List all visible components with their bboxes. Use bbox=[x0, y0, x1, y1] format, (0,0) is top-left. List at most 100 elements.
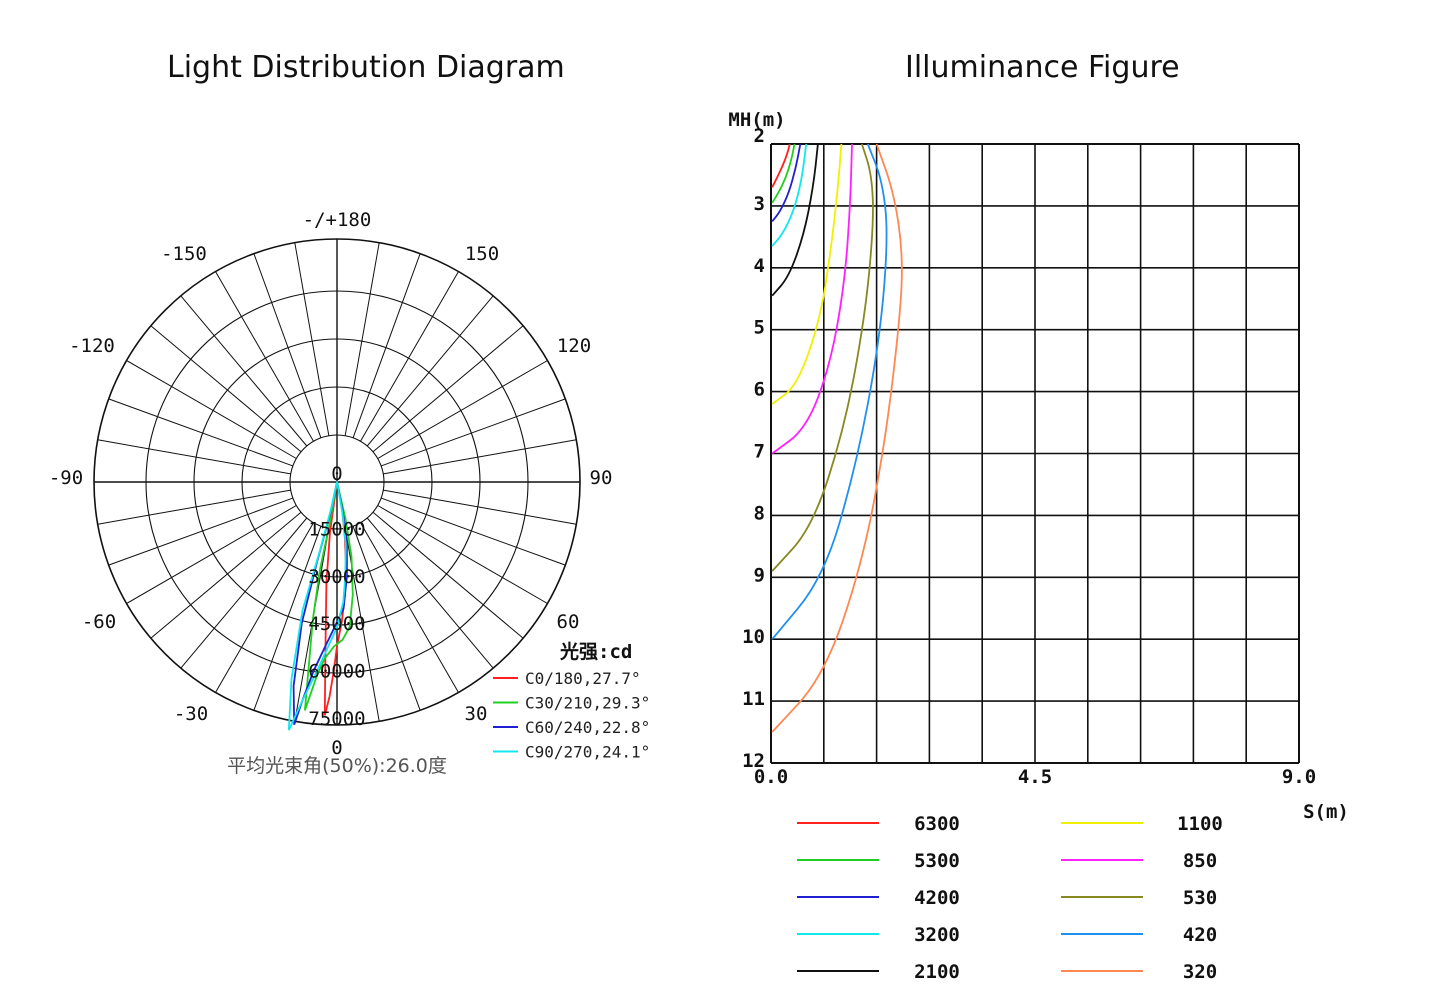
polar-radial-line bbox=[97, 439, 291, 475]
polar-radial-line bbox=[126, 505, 297, 604]
polar-radial-tick-label: 45000 bbox=[308, 613, 365, 635]
illum-series-line bbox=[771, 143, 903, 733]
illum-y-tick-label: 4 bbox=[754, 255, 765, 277]
illum-legend-label: 6300 bbox=[914, 813, 960, 835]
polar-chart-title: Light Distribution Diagram bbox=[167, 50, 565, 85]
polar-angle-label: 0 bbox=[331, 737, 342, 759]
illum-series-line bbox=[771, 143, 853, 455]
illum-x-tick-label: 4.5 bbox=[1018, 766, 1052, 788]
polar-radial-line bbox=[97, 489, 291, 525]
illum-series-line bbox=[771, 143, 791, 188]
illum-legend-label: 1100 bbox=[1177, 813, 1223, 835]
polar-ring bbox=[145, 290, 529, 674]
polar-radial-line bbox=[372, 511, 524, 639]
polar-radial-line bbox=[344, 242, 380, 436]
polar-series-line bbox=[287, 481, 347, 731]
polar-radial-line bbox=[180, 295, 308, 447]
illum-y-tick-label: 2 bbox=[754, 125, 765, 147]
illum-legend-label: 4200 bbox=[914, 887, 960, 909]
polar-radial-line bbox=[383, 439, 577, 475]
polar-angle-label: 60 bbox=[557, 611, 580, 633]
polar-radial-line bbox=[352, 253, 421, 439]
polar-radial-line bbox=[126, 360, 297, 459]
illum-x-tick-label: 9.0 bbox=[1282, 766, 1316, 788]
polar-radial-line bbox=[366, 517, 494, 669]
polar-angle-label: 150 bbox=[465, 243, 499, 265]
polar-radial-line bbox=[360, 522, 459, 693]
polar-radial-tick-label: 15000 bbox=[308, 518, 365, 540]
polar-footer-beam-angle: 平均光束角(50%):26.0度 bbox=[227, 755, 447, 777]
polar-ring bbox=[241, 386, 433, 578]
illum-y-tick-label: 12 bbox=[742, 750, 765, 772]
polar-radial-line bbox=[180, 517, 308, 669]
illum-x-tick-label: 0.0 bbox=[754, 766, 788, 788]
illum-legend-label: 3200 bbox=[914, 924, 960, 946]
polar-ring bbox=[289, 434, 385, 530]
illum-y-axis-label: MH(m) bbox=[728, 109, 785, 131]
illum-legend-label: 2100 bbox=[914, 961, 960, 983]
polar-radial-line bbox=[108, 398, 294, 467]
polar-angle-label: 120 bbox=[557, 335, 591, 357]
polar-radial-line bbox=[253, 253, 322, 439]
polar-angle-label: -30 bbox=[174, 703, 208, 725]
illum-legend-label: 850 bbox=[1183, 850, 1217, 872]
polar-radial-line bbox=[253, 525, 322, 711]
illum-series-line bbox=[771, 143, 843, 405]
illum-y-tick-label: 9 bbox=[754, 564, 765, 586]
polar-radial-line bbox=[380, 398, 566, 467]
illum-legend-label: 5300 bbox=[914, 850, 960, 872]
polar-angle-label: -/+180 bbox=[303, 209, 372, 231]
polar-angle-label: -120 bbox=[69, 335, 115, 357]
polar-ring bbox=[93, 238, 581, 726]
illum-y-tick-label: 6 bbox=[754, 379, 765, 401]
polar-radial-line bbox=[294, 242, 330, 436]
illum-series-line bbox=[771, 143, 802, 222]
illum-series-line bbox=[771, 143, 874, 572]
polar-unit-label: 光强:cd bbox=[559, 640, 632, 663]
illum-series-line bbox=[771, 143, 796, 204]
illum-legend-label: 420 bbox=[1183, 924, 1217, 946]
illum-series-line bbox=[771, 143, 808, 247]
polar-radial-tick-label: 75000 bbox=[308, 708, 365, 730]
illum-y-tick-label: 3 bbox=[754, 193, 765, 215]
illum-y-tick-label: 7 bbox=[754, 441, 765, 463]
illum-legend-label: 530 bbox=[1183, 887, 1217, 909]
polar-radial-line bbox=[377, 360, 548, 459]
polar-radial-line bbox=[383, 489, 577, 525]
polar-angle-label: 90 bbox=[590, 467, 613, 489]
illum-series-line bbox=[771, 143, 819, 297]
illuminance-chart bbox=[770, 143, 1300, 764]
polar-legend-label: C0/180,27.7° bbox=[525, 669, 641, 688]
polar-radial-line bbox=[380, 497, 566, 566]
polar-legend-label: C60/240,22.8° bbox=[525, 718, 650, 737]
illum-y-tick-label: 8 bbox=[754, 502, 765, 524]
polar-series-line bbox=[292, 481, 348, 725]
polar-radial-line bbox=[360, 271, 459, 442]
polar-angle-label: -150 bbox=[161, 243, 207, 265]
illum-y-tick-label: 5 bbox=[754, 317, 765, 339]
polar-angle-label: -60 bbox=[82, 611, 116, 633]
polar-radial-line bbox=[150, 511, 302, 639]
polar-series-line bbox=[304, 481, 354, 711]
illuminance-chart-title: Illuminance Figure bbox=[905, 50, 1180, 85]
polar-radial-line bbox=[215, 522, 314, 693]
illum-x-axis-label: S(m) bbox=[1303, 801, 1349, 823]
polar-radial-line bbox=[377, 505, 548, 604]
polar-angle-label: -90 bbox=[49, 467, 83, 489]
polar-radial-tick-label: 60000 bbox=[308, 661, 365, 683]
polar-radial-line bbox=[150, 325, 302, 453]
polar-radial-tick-label: 0 bbox=[331, 463, 342, 485]
polar-radial-line bbox=[352, 525, 421, 711]
illum-legend-label: 320 bbox=[1183, 961, 1217, 983]
polar-legend-label: C90/270,24.1° bbox=[525, 743, 650, 762]
polar-radial-line bbox=[215, 271, 314, 442]
illum-series-line bbox=[771, 143, 888, 640]
illum-y-tick-label: 10 bbox=[742, 626, 765, 648]
polar-radial-line bbox=[372, 325, 524, 453]
illum-y-tick-label: 11 bbox=[742, 688, 765, 710]
polar-chart bbox=[93, 238, 581, 731]
polar-radial-line bbox=[108, 497, 294, 566]
polar-legend-label: C30/210,29.3° bbox=[525, 694, 650, 713]
polar-radial-tick-label: 30000 bbox=[308, 566, 365, 588]
